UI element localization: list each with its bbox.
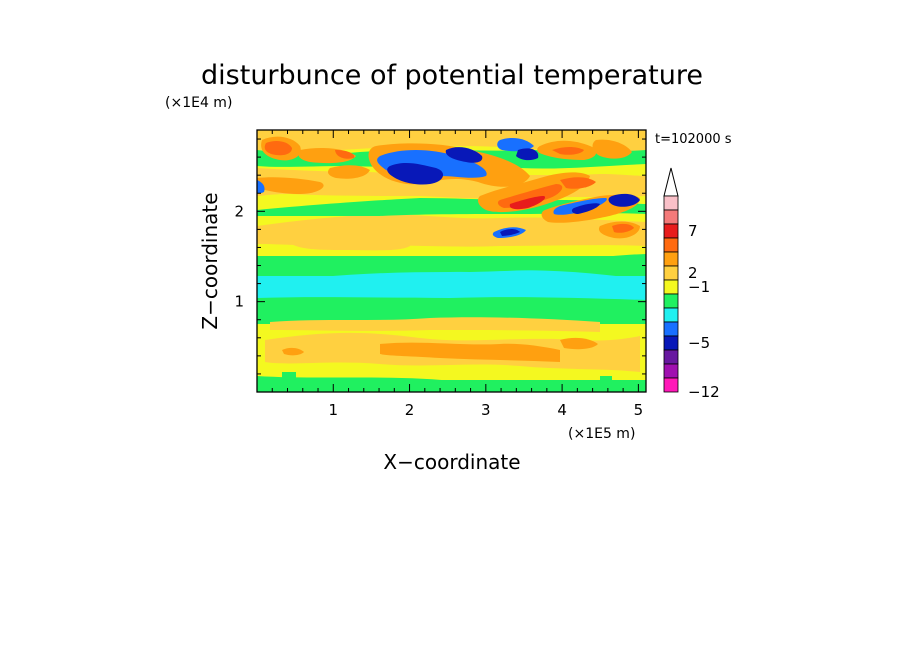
colorbar-extend-arrow — [663, 167, 679, 197]
colorbar-swatch — [663, 265, 679, 281]
colorbar — [663, 167, 679, 393]
x-tick-labels: 1 2 3 4 5 — [329, 401, 644, 419]
x-tick-label: 3 — [481, 401, 491, 419]
x-tick-label: 1 — [329, 401, 339, 419]
colorbar-tick-label: 7 — [688, 222, 698, 240]
x-tick-label: 2 — [405, 401, 415, 419]
colorbar-swatch — [663, 307, 679, 323]
axis-ticks — [257, 130, 646, 392]
colorbar-swatch — [663, 293, 679, 309]
colorbar-swatch — [663, 321, 679, 337]
colorbar-swatch — [663, 349, 679, 365]
colorbar-swatch — [663, 363, 679, 379]
colorbar-swatch — [663, 209, 679, 225]
plot-frame — [256, 129, 647, 393]
x-axis-label: X−coordinate — [383, 450, 520, 474]
heatmap-field — [257, 130, 646, 392]
colorbar-tick-label: −5 — [688, 334, 710, 352]
x-tick-label: 4 — [557, 401, 567, 419]
colorbar-tick-label: 2 — [688, 264, 698, 282]
colorbar-swatch — [663, 279, 679, 295]
time-label: t=102000 s — [655, 132, 732, 147]
y-tick-labels: 12 — [234, 202, 244, 310]
y-tick-label: 2 — [234, 202, 244, 220]
x-unit-label: (×1E5 m) — [568, 426, 635, 442]
y-tick-label: 1 — [234, 293, 244, 311]
colorbar-swatch — [663, 251, 679, 267]
colorbar-tick-label: −12 — [688, 383, 720, 401]
colorbar-swatch — [663, 237, 679, 253]
chart-title: disturbunce of potential temperature — [201, 60, 703, 91]
x-tick-label: 5 — [634, 401, 644, 419]
colorbar-swatch — [663, 335, 679, 351]
colorbar-swatch — [663, 195, 679, 211]
y-unit-label: (×1E4 m) — [165, 95, 232, 111]
colorbar-swatch — [663, 377, 679, 393]
colorbar-swatch — [663, 223, 679, 239]
colorbar-tick-labels: 7 2−1 −5 −12 — [688, 222, 720, 401]
colorbar-tick-label: −1 — [688, 278, 710, 296]
y-axis-label: Z−coordinate — [198, 192, 222, 329]
